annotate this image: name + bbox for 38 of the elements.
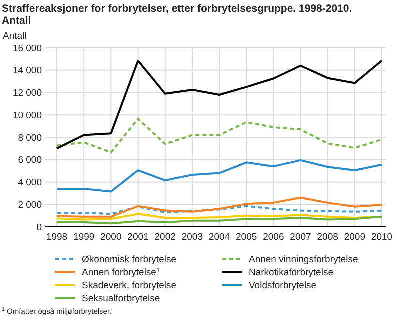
x-tick-label: 1999	[74, 232, 95, 243]
y-tick-label: 12 000	[12, 88, 42, 100]
y-tick-label: 4 000	[18, 178, 42, 189]
line-series	[56, 216, 383, 225]
legend-label: Annen forbrytelse$^{1}$	[82, 266, 160, 278]
y-tick-label: 2 000	[18, 200, 42, 211]
x-tick-label: 2006	[263, 232, 284, 243]
y-tick-label: 14 000	[12, 66, 42, 77]
y-tick-label: 0	[36, 222, 42, 234]
x-tick-label: 2005	[236, 232, 258, 243]
x-tick-label: 1998	[46, 232, 68, 243]
legend-label: Økonomisk forbrytelse	[82, 254, 177, 266]
chart-subtitle: Antall	[2, 15, 32, 27]
y-tick-label: 8 000	[18, 132, 42, 144]
x-tick-label: 2009	[344, 232, 366, 243]
x-tick-label: 2008	[317, 232, 338, 243]
x-tick-label: 2007	[290, 232, 312, 243]
chart-title: Straffereaksjoner for forbrytelser, etter forbrytelsesgruppe. 1998-2010.	[2, 3, 352, 15]
x-tick-label: 2002	[154, 232, 176, 243]
legend-label: Skadeverk, forbrytelse	[82, 280, 177, 292]
x-tick-label: 2004	[208, 232, 230, 243]
legend-label: Annen vinningsforbrytelse	[249, 254, 358, 266]
line-series	[56, 118, 383, 154]
x-tick-label: 2000	[100, 232, 122, 243]
y-tick-label: 10 000	[12, 110, 42, 122]
line-series	[56, 60, 383, 150]
legend-label: Voldsforbrytelse	[249, 280, 317, 292]
y-tick-label: 16 000	[12, 43, 42, 54]
x-tick-label: 2010	[371, 232, 393, 243]
legend-label: Narkotikaforbrytelse	[249, 267, 334, 278]
x-tick-label: 2001	[128, 232, 149, 243]
line-series	[56, 159, 383, 193]
line-series	[56, 205, 383, 216]
x-tick-label: 2003	[182, 232, 203, 243]
y-axis-title: Antall	[3, 31, 27, 42]
line-series	[56, 196, 383, 218]
y-tick-label: 6 000	[18, 155, 42, 166]
legend-label: Seksualforbrytelse	[82, 293, 160, 304]
